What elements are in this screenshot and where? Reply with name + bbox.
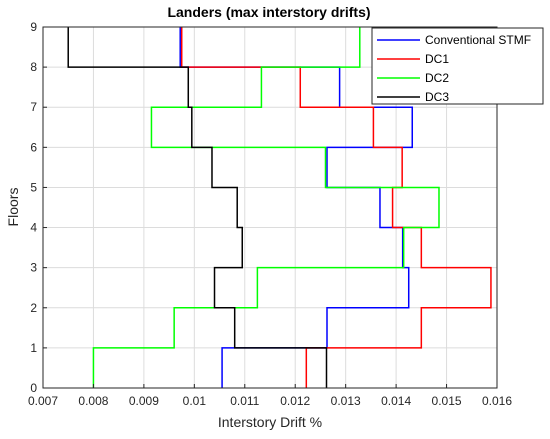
- y-tick-label: 1: [30, 341, 37, 355]
- legend-label: Conventional STMF: [425, 33, 531, 47]
- x-tick-label: 0.016: [482, 394, 512, 408]
- x-tick-label: 0.014: [381, 394, 411, 408]
- x-tick-label: 0.009: [129, 394, 159, 408]
- y-tick-label: 7: [30, 100, 37, 114]
- x-axis-label: Interstory Drift %: [218, 414, 322, 430]
- plot-frame: [42, 26, 498, 389]
- legend-label: DC1: [425, 52, 449, 66]
- y-axis-label: Floors: [5, 188, 21, 227]
- chart-title: Landers (max interstory drifts): [167, 4, 370, 20]
- axis-ticks: 0.007 0.008 0.009 0.01 0.011 0.012 0.013 0.014 0…: [28, 20, 512, 408]
- x-tick-label: 0.007: [28, 394, 58, 408]
- x-tick-label: 0.011: [230, 394, 259, 408]
- series-line-dc2: [92, 27, 440, 388]
- x-tick-label: 0.013: [331, 394, 361, 408]
- series-lines: [67, 27, 492, 388]
- legend: Conventional STMF DC1 DC2 DC3: [371, 27, 544, 105]
- x-tick-label: 0.01: [183, 394, 207, 408]
- y-tick-label: 9: [30, 20, 37, 34]
- y-tick-label: 3: [30, 261, 37, 275]
- y-tick-label: 2: [30, 301, 37, 315]
- series-line-dc3: [67, 27, 328, 388]
- legend-items: Conventional STMF DC1 DC2 DC3: [377, 33, 531, 104]
- y-tick-label: 4: [30, 221, 37, 235]
- y-tick-label: 6: [30, 140, 37, 154]
- x-tick-label: 0.015: [432, 394, 462, 408]
- y-tick-label: 0: [30, 381, 37, 395]
- y-tick-label: 5: [30, 180, 37, 194]
- series-line-dc1: [180, 27, 492, 388]
- series-line-conventional-stmf: [179, 27, 414, 388]
- legend-label: DC2: [425, 71, 449, 85]
- x-tick-label: 0.012: [280, 394, 310, 408]
- x-tick-label: 0.008: [78, 394, 108, 408]
- legend-label: DC3: [425, 90, 449, 104]
- y-tick-label: 8: [30, 60, 37, 74]
